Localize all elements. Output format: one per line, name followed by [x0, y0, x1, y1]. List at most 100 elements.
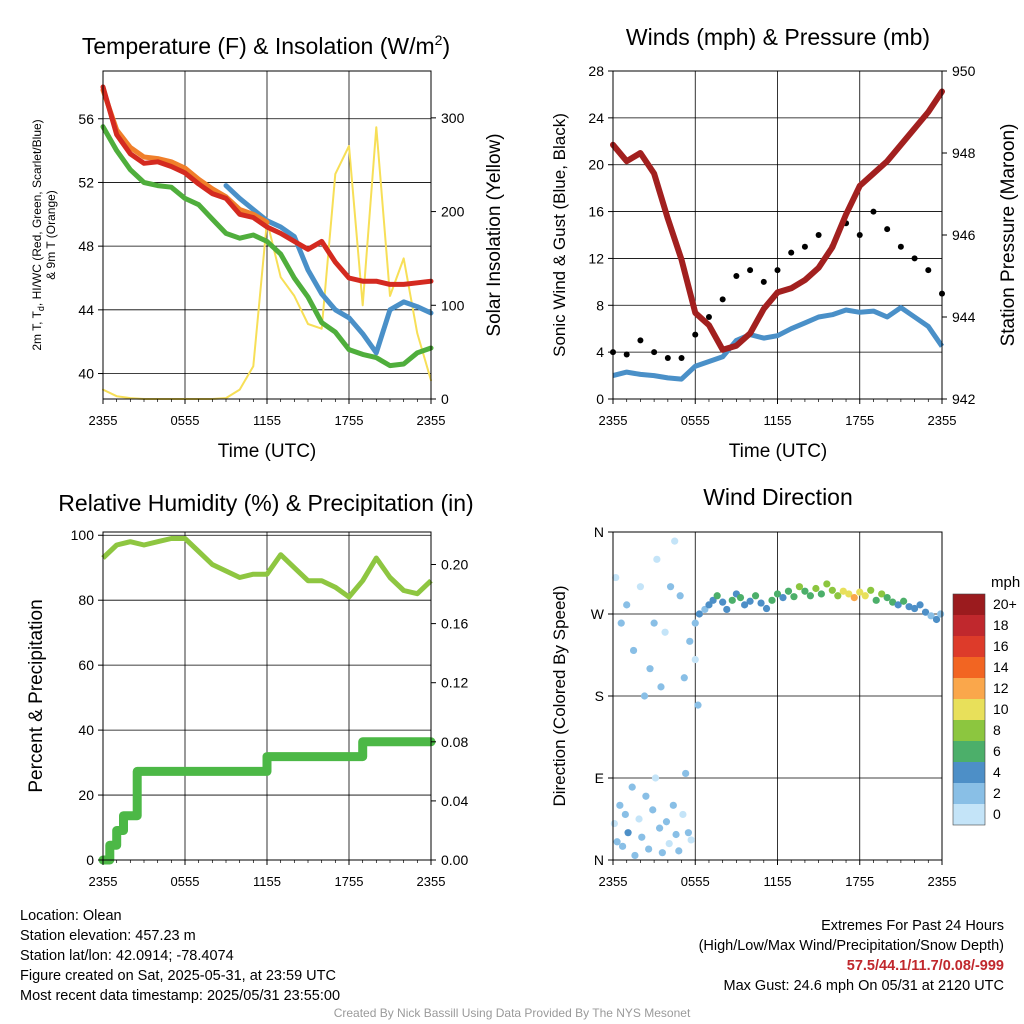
wind-direction-point [932, 615, 941, 624]
recent-timestamp: Most recent data timestamp: 2025/05/31 2… [20, 988, 341, 1004]
colorbar-label: 0 [993, 806, 1001, 822]
colorbar-label: 12 [993, 680, 1009, 696]
wind-direction-title: Wind Direction [703, 484, 853, 510]
colorbar-swatch [953, 762, 985, 783]
wind-direction-point [856, 588, 864, 596]
y-tick-label: 80 [78, 592, 94, 608]
gust-point [692, 331, 699, 338]
series-line-station-pressure [610, 88, 945, 353]
station-info: Location: Olean Station elevation: 457.2… [20, 906, 340, 1006]
colorbar-label: 4 [993, 764, 1001, 780]
colorbar-swatch [953, 720, 985, 741]
y2-tick-label: 948 [952, 145, 976, 161]
y2-tick-label: 942 [952, 391, 976, 407]
wind-direction-point [728, 596, 736, 604]
x-tick-label: 0555 [171, 874, 200, 889]
wind-direction-panel: Wind Direction 2355 0555 1155 1755 2355 N E S W N… [550, 484, 1020, 889]
wind-direction-point [861, 592, 869, 600]
wind-direction-point [872, 596, 880, 604]
wind-direction-point [916, 601, 924, 609]
gust-point [815, 232, 822, 238]
wind-direction-point [910, 604, 919, 613]
gust-point [637, 337, 644, 344]
temperature-ylabel-line2: & 9m T (Orange) [44, 190, 58, 280]
x-tick-label: 1755 [335, 874, 364, 889]
max-gust: Max Gust: 24.6 mph On 05/31 at 2120 UTC [723, 978, 1004, 994]
station-elevation: Station elevation: 457.23 m [20, 928, 196, 944]
x-tick-label: 1155 [253, 413, 281, 428]
y2-tick-label: 0.08 [441, 734, 468, 750]
wind-direction-point [762, 604, 771, 613]
gust-point [925, 267, 932, 274]
wind-direction-point [675, 847, 683, 855]
temperature-ylabel-line1: 2m T, Td, HI/WC (Red, Green, Scarlet/Blu… [30, 119, 46, 350]
humidity-plot-frame [102, 531, 432, 861]
wind-direction-plot-frame [612, 531, 943, 861]
wind-direction-point [679, 810, 687, 819]
humidity-ylabel: Percent & Precipitation [26, 599, 47, 792]
y-tick-label: E [595, 770, 604, 786]
wind-direction-point [883, 594, 891, 602]
x-tick-label: 2355 [928, 413, 957, 428]
wind-direction-point [741, 601, 749, 609]
colorbar-swatch [953, 636, 985, 657]
x-tick-label: 2355 [599, 413, 628, 428]
wind-direction-point [784, 587, 793, 595]
y2-tick-label: 100 [441, 297, 465, 313]
wind-direction-point [613, 838, 621, 846]
wind-direction-point [751, 592, 760, 600]
x-tick-label: 2355 [928, 874, 957, 889]
colorbar-label: 8 [993, 722, 1001, 738]
station-latlon: Station lat/lon: 42.0914; -78.4074 [20, 948, 234, 964]
wind-direction-point [684, 829, 692, 837]
gust-point [774, 267, 781, 274]
colorbar-label: 2 [993, 785, 1001, 801]
y-tick-label: 48 [78, 238, 94, 254]
wind-direction-point [757, 599, 765, 607]
colorbar-swatch [953, 615, 985, 636]
wind-direction-point [801, 587, 809, 595]
y-tick-label: 16 [588, 204, 604, 220]
wind-direction-point [691, 655, 699, 664]
colorbar-label: 10 [993, 701, 1009, 717]
winds-panel: Winds (mph) & Pressure (mb) 2355 0555 1155… [550, 24, 1019, 462]
y-tick-label: 100 [71, 527, 95, 543]
colorbar-swatch [953, 783, 985, 804]
winds-xlabel: Time (UTC) [729, 441, 828, 462]
gust-point [623, 351, 630, 358]
wind-direction-point [656, 824, 664, 832]
wind-direction-point [618, 842, 627, 850]
winds-plot-frame [612, 70, 943, 400]
wind-direction-point [867, 586, 875, 594]
station-location: Location: Olean [20, 908, 122, 924]
colorbar-label: 6 [993, 743, 1001, 759]
series-line-9m-t [100, 87, 270, 225]
y2-tick-label: 0.20 [441, 557, 468, 573]
wind-direction-point [736, 594, 745, 602]
series-line-relative-humidity [101, 536, 433, 600]
winds-ylabel: Sonic Wind & Gust (Blue, Black) [550, 113, 569, 357]
colorbar-swatch [953, 741, 985, 762]
winds-y2label: Station Pressure (Maroon) [998, 124, 1019, 347]
wind-direction-point [631, 851, 639, 860]
wind-direction-point [806, 592, 815, 600]
wind-direction-point [666, 583, 675, 591]
humidity-panel: Relative Humidity (%) & Precipitation (i… [26, 490, 474, 889]
wind-direction-point [662, 818, 671, 826]
y2-tick-label: 0 [441, 391, 449, 407]
credit-line: Created By Nick Bassill Using Data Provi… [333, 1006, 691, 1020]
x-tick-label: 1155 [253, 874, 281, 889]
y-tick-label: N [594, 852, 604, 868]
y-tick-label: 56 [78, 111, 94, 127]
y-tick-label: 12 [588, 250, 604, 266]
wind-direction-point [638, 833, 646, 841]
y-tick-label: S [595, 688, 604, 704]
wind-direction-point [889, 598, 897, 606]
wind-direction-point [612, 573, 620, 582]
wind-direction-point [640, 692, 649, 700]
temperature-xlabel: Time (UTC) [218, 441, 317, 462]
wind-direction-point [845, 590, 853, 598]
y-tick-label: 52 [78, 174, 94, 190]
humidity-title: Relative Humidity (%) & Precipitation (i… [58, 490, 473, 516]
wind-direction-point [687, 836, 695, 844]
